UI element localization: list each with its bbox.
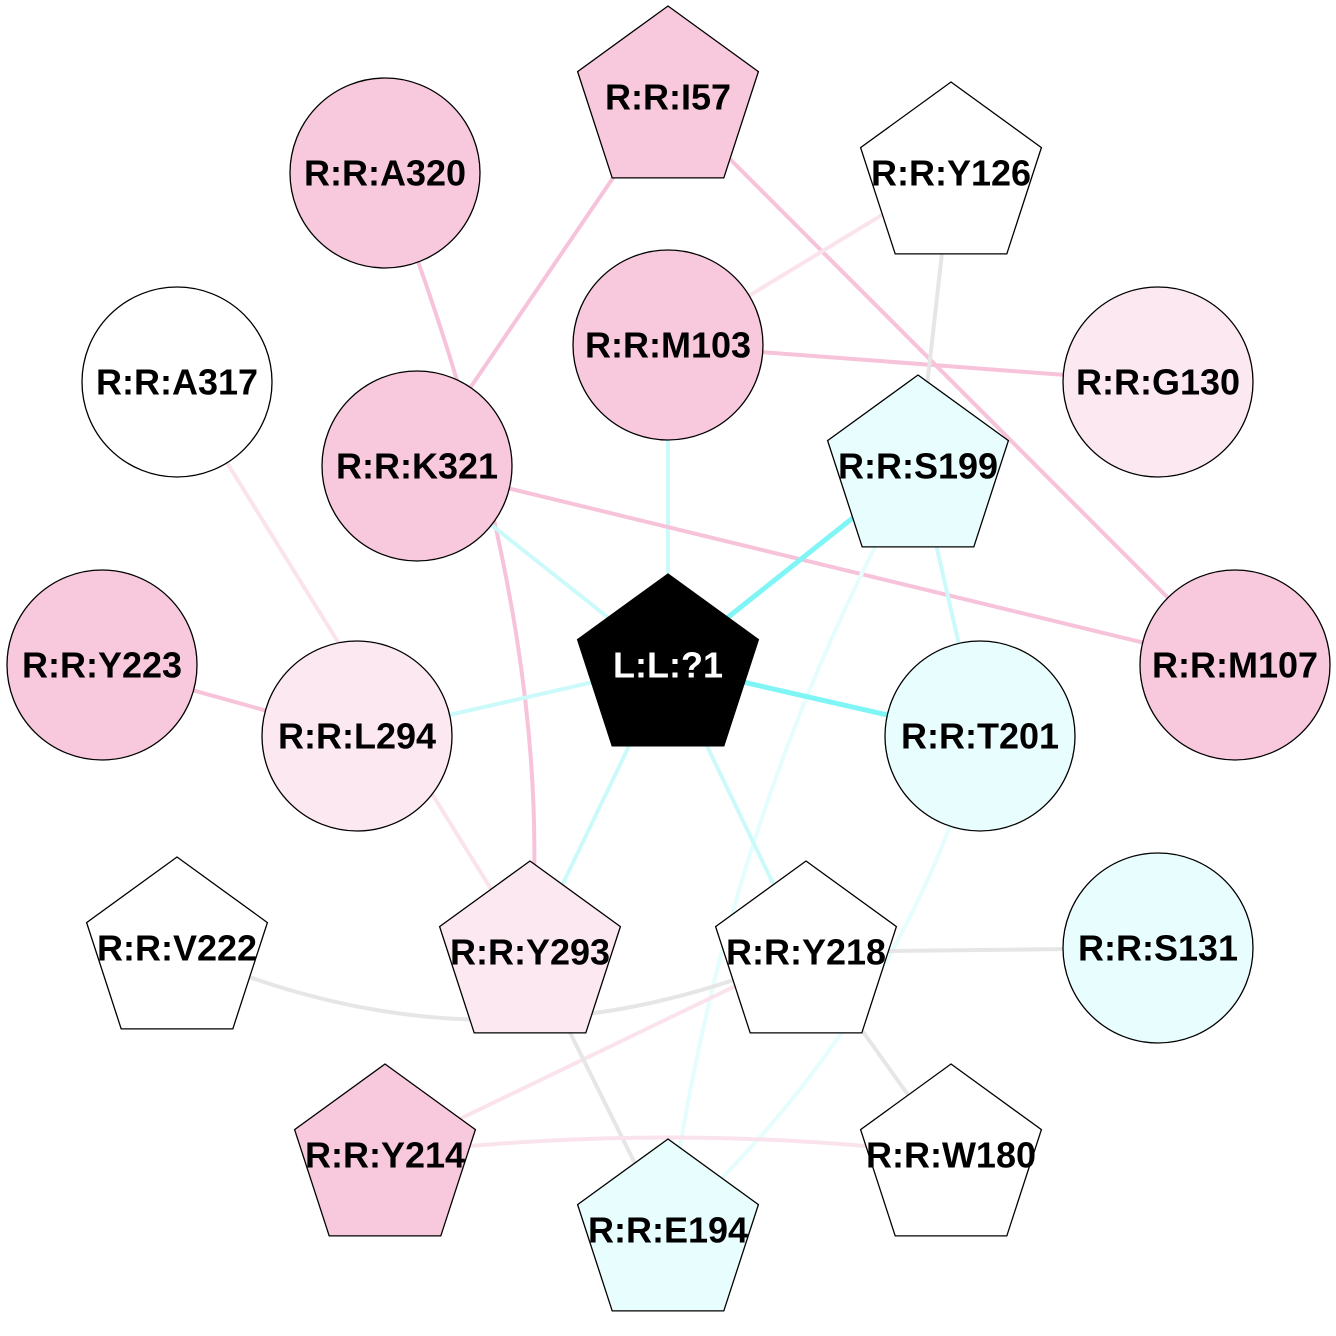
node-pentagon-shape: [576, 573, 760, 747]
node-circle-shape: [81, 286, 273, 478]
node-pentagon-shape: [714, 860, 898, 1034]
node-pentagon-shape: [85, 856, 269, 1030]
edge-r-r-i57-to-r-r-m107: [666, 95, 1237, 667]
node-pentagon-shape: [826, 374, 1010, 548]
nodes-layer: L:L:?1 R:R:I57 R:R:A320 R:R:Y126 R:R:M103 R:R…: [6, 5, 1331, 1312]
node-r-r-l294[interactable]: R:R:L294: [261, 640, 453, 832]
node-label: R:R:K321: [336, 446, 498, 487]
node-label: R:R:I57: [605, 77, 731, 118]
node-label: R:R:M103: [585, 325, 751, 366]
node-label: R:R:S131: [1078, 928, 1238, 969]
node-r-r-w180[interactable]: R:R:W180: [859, 1063, 1043, 1237]
node-r-r-e194[interactable]: R:R:E194: [576, 1138, 760, 1312]
node-circle-shape: [884, 640, 1076, 832]
node-label: R:R:M107: [1152, 645, 1318, 686]
node-circle-shape: [1062, 286, 1254, 478]
node-r-r-k321[interactable]: R:R:K321: [321, 370, 513, 562]
node-l-l-1[interactable]: L:L:?1: [576, 573, 760, 747]
node-pentagon-shape: [859, 81, 1043, 255]
node-label: R:R:T201: [901, 716, 1059, 757]
node-label: R:R:Y293: [450, 932, 610, 973]
node-pentagon-shape: [576, 1138, 760, 1312]
edge-r-r-k321-to-r-r-m107: [416, 464, 1236, 667]
node-r-r-y126[interactable]: R:R:Y126: [859, 81, 1043, 255]
node-label: R:R:A317: [96, 362, 258, 403]
node-circle-shape: [261, 640, 453, 832]
node-pentagon-shape: [438, 860, 622, 1034]
node-pentagon-shape: [576, 5, 760, 179]
node-r-r-a320[interactable]: R:R:A320: [289, 77, 481, 269]
edge-r-r-s199-to-r-r-e194: [666, 465, 920, 1231]
node-circle-shape: [321, 370, 513, 562]
node-label: R:R:Y126: [871, 153, 1031, 194]
node-label: R:R:G130: [1076, 362, 1240, 403]
node-label: R:R:V222: [97, 928, 257, 969]
node-r-r-i57[interactable]: R:R:I57: [576, 5, 760, 179]
node-r-r-m107[interactable]: R:R:M107: [1139, 569, 1331, 761]
node-r-r-y214[interactable]: R:R:Y214: [293, 1063, 477, 1237]
node-label: R:R:Y223: [22, 645, 182, 686]
node-label: R:R:E194: [588, 1210, 748, 1251]
edge-r-r-a320-to-r-r-y293: [383, 172, 537, 953]
node-r-r-a317[interactable]: R:R:A317: [81, 286, 273, 478]
node-label: R:R:L294: [278, 716, 436, 757]
node-pentagon-shape: [859, 1063, 1043, 1237]
node-r-r-y218[interactable]: R:R:Y218: [714, 860, 898, 1034]
node-r-r-g130[interactable]: R:R:G130: [1062, 286, 1254, 478]
node-label: L:L:?1: [613, 645, 723, 686]
node-pentagon-shape: [293, 1063, 477, 1237]
node-circle-shape: [1062, 852, 1254, 1044]
node-circle-shape: [572, 249, 764, 441]
node-r-r-m103[interactable]: R:R:M103: [572, 249, 764, 441]
node-r-r-s199[interactable]: R:R:S199: [826, 374, 1010, 548]
node-circle-shape: [1139, 569, 1331, 761]
node-r-r-t201[interactable]: R:R:T201: [884, 640, 1076, 832]
node-circle-shape: [6, 569, 198, 761]
node-label: R:R:A320: [304, 153, 466, 194]
node-r-r-s131[interactable]: R:R:S131: [1062, 852, 1254, 1044]
node-label: R:R:W180: [866, 1135, 1036, 1176]
node-circle-shape: [289, 77, 481, 269]
node-r-r-y293[interactable]: R:R:Y293: [438, 860, 622, 1034]
node-label: R:R:S199: [838, 446, 998, 487]
node-r-r-v222[interactable]: R:R:V222: [85, 856, 269, 1030]
node-label: R:R:Y214: [305, 1135, 465, 1176]
node-r-r-y223[interactable]: R:R:Y223: [6, 569, 198, 761]
node-label: R:R:Y218: [726, 932, 886, 973]
